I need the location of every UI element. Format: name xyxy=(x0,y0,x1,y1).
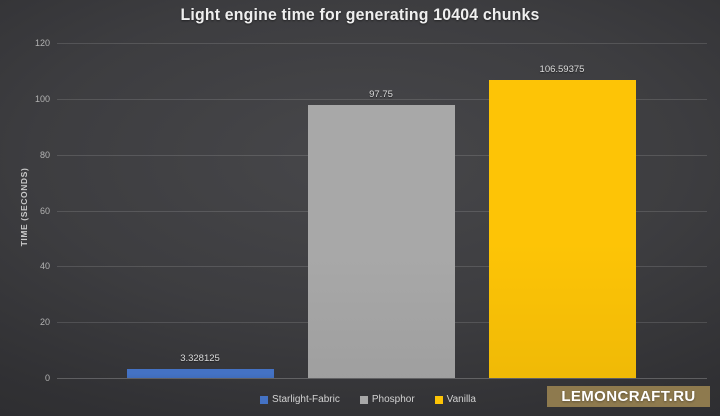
legend-label: Vanilla xyxy=(446,394,476,405)
bar-phosphor xyxy=(307,105,455,378)
gridline-100 xyxy=(57,99,707,100)
gridline-120 xyxy=(57,43,707,44)
legend-item-phosphor: Phosphor xyxy=(359,394,415,405)
legend-label: Starlight-Fabric xyxy=(272,394,340,405)
y-tick-label-100: 100 xyxy=(34,94,50,104)
bar-vanilla xyxy=(488,80,636,378)
y-tick-label-0: 0 xyxy=(44,373,50,383)
legend-item-starlight-fabric: Starlight-Fabric xyxy=(260,394,340,405)
chart-title: Light engine time for generating 10404 c… xyxy=(180,6,540,24)
bar-value-label-vanilla: 106.59375 xyxy=(539,64,585,76)
y-tick-label-20: 20 xyxy=(39,317,50,327)
legend-item-vanilla: Vanilla xyxy=(434,394,476,405)
y-tick-label-40: 40 xyxy=(39,261,50,271)
bar-value-label-starlight-fabric: 3.328125 xyxy=(180,352,220,364)
y-tick-label-80: 80 xyxy=(39,150,50,160)
gridline-0 xyxy=(57,378,707,379)
legend-label: Phosphor xyxy=(371,394,415,405)
bar-starlight-fabric xyxy=(126,368,274,378)
legend-marker-starlight-fabric xyxy=(260,395,269,404)
watermark-text: LEMONCRAFT.RU xyxy=(561,388,696,405)
bar-value-label-phosphor: 97.75 xyxy=(369,89,393,101)
legend-marker-phosphor xyxy=(359,395,368,404)
chart-legend: Starlight-Fabric Phosphor Vanilla xyxy=(8,394,720,405)
y-tick-label-60: 60 xyxy=(39,206,50,216)
legend-marker-vanilla xyxy=(434,395,443,404)
y-tick-label-120: 120 xyxy=(34,38,50,48)
watermark-badge: LEMONCRAFT.RU xyxy=(547,386,710,407)
